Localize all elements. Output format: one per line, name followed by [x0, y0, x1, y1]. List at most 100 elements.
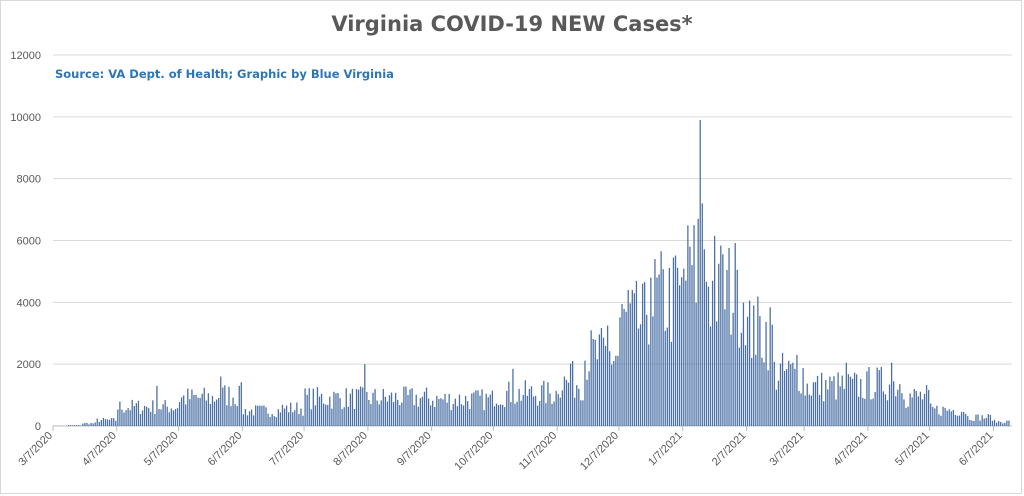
bar [886, 400, 889, 426]
bar [516, 401, 518, 426]
bar [440, 398, 442, 426]
bar [847, 374, 850, 426]
bar [709, 326, 712, 426]
bar [757, 296, 759, 426]
bar [913, 388, 915, 426]
bar [331, 408, 333, 426]
bar [905, 407, 907, 426]
bar [471, 393, 473, 426]
bar [244, 409, 247, 426]
bar [464, 396, 467, 426]
bar [849, 376, 852, 426]
bar [417, 406, 419, 426]
bar [551, 403, 553, 426]
bar [483, 410, 485, 426]
y-tick-label: 0 [35, 421, 41, 433]
bar [541, 385, 543, 426]
bar [160, 409, 162, 426]
bar [954, 414, 957, 426]
bar [290, 402, 292, 426]
bar [522, 394, 524, 426]
bar [917, 396, 920, 426]
bar [948, 409, 950, 426]
bar [234, 404, 236, 426]
bar [349, 393, 352, 426]
bar [191, 389, 193, 426]
bar [621, 304, 623, 426]
bar [701, 203, 703, 426]
bar [421, 396, 424, 426]
bar [73, 425, 76, 426]
bar [1000, 421, 1002, 426]
bar [532, 396, 535, 426]
bar [800, 393, 802, 426]
bar [185, 404, 187, 426]
bar [152, 400, 154, 426]
bar [571, 361, 574, 426]
bar [207, 393, 210, 426]
bar [180, 397, 183, 426]
bar [989, 414, 992, 426]
bar [187, 388, 189, 426]
bar [376, 400, 378, 426]
bar [555, 390, 557, 426]
bar [164, 400, 166, 426]
bar [228, 386, 230, 426]
bar [724, 309, 726, 426]
bar [658, 274, 660, 426]
bar [279, 412, 282, 426]
bar [172, 410, 175, 426]
bar [738, 347, 740, 426]
chart-source-note: Source: VA Dept. of Health; Graphic by B… [55, 67, 394, 81]
bar [831, 381, 833, 426]
bar [841, 375, 843, 426]
bar [845, 362, 847, 426]
bar [539, 401, 541, 426]
bar [631, 289, 633, 426]
bar [288, 412, 290, 426]
bar [458, 394, 461, 426]
bar [730, 334, 732, 426]
bar [611, 364, 613, 426]
bar [508, 381, 510, 426]
bar [462, 405, 465, 426]
bar [218, 397, 220, 426]
bar [907, 406, 909, 426]
bar [98, 421, 100, 426]
bar [689, 246, 691, 426]
bar [810, 395, 812, 426]
bar [201, 393, 203, 426]
x-tick-label: 1/7/2021 [646, 430, 685, 469]
bar [316, 387, 319, 426]
bar [864, 398, 866, 426]
bar [872, 398, 874, 426]
bar [629, 303, 631, 426]
bar [602, 337, 605, 426]
bar [775, 389, 778, 426]
bar [366, 391, 368, 426]
bar [139, 414, 142, 426]
bar [967, 416, 969, 426]
bar [314, 405, 317, 426]
bar [829, 376, 831, 426]
bar [545, 403, 547, 426]
bar [82, 423, 84, 426]
x-tick-label: 2/7/2021 [710, 430, 749, 469]
x-tick-label: 9/7/2020 [395, 430, 434, 469]
bar [246, 415, 249, 426]
bar [265, 407, 267, 426]
bar [168, 412, 170, 426]
bar [952, 409, 954, 426]
bar [127, 408, 129, 426]
bar [183, 395, 185, 426]
bar [353, 408, 356, 426]
bar [641, 283, 644, 426]
bar [448, 393, 450, 426]
bar [310, 409, 312, 426]
y-tick-label: 12000 [10, 50, 41, 62]
bar [676, 267, 679, 426]
bar [771, 324, 773, 426]
bar [298, 414, 300, 426]
bar [740, 332, 743, 426]
bar [481, 389, 483, 426]
